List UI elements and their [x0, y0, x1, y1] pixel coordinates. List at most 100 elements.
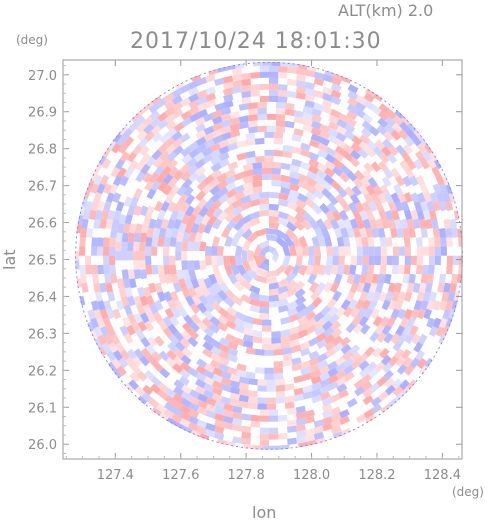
- radar-cell: [236, 363, 247, 372]
- radar-cell: [282, 144, 293, 153]
- radar-cell: [164, 227, 173, 238]
- radar-cell: [241, 84, 252, 92]
- radar-cell: [163, 255, 170, 266]
- radar-cell: [396, 227, 404, 238]
- radar-cell: [311, 264, 320, 276]
- radar-cell: [405, 128, 416, 140]
- radar-cell: [391, 122, 403, 134]
- radar-cell: [224, 289, 236, 301]
- radar-cell: [369, 282, 378, 294]
- radar-cell: [326, 298, 338, 310]
- radar-cell: [180, 170, 192, 182]
- x-tick-label: 127.4: [97, 468, 134, 483]
- radar-cell: [287, 194, 299, 205]
- radar-cell: [259, 439, 269, 446]
- radar-cell: [165, 144, 177, 155]
- radar-cell: [157, 209, 166, 221]
- radar-cell: [408, 273, 416, 284]
- radar-cell: [229, 110, 240, 119]
- radar-cell: [269, 300, 280, 308]
- radar-cell: [326, 245, 333, 256]
- radar-cell: [111, 358, 122, 369]
- radar-cell: [257, 397, 267, 404]
- radar-cell: [336, 218, 346, 230]
- radar-cell: [196, 76, 208, 86]
- radar-cell: [216, 321, 228, 332]
- radar-cell: [308, 281, 320, 294]
- radar-cell: [240, 214, 252, 225]
- radar-cell: [236, 152, 247, 161]
- radar-cell: [212, 122, 223, 132]
- radar-cell: [103, 334, 114, 346]
- radar-cell: [218, 357, 230, 367]
- radar-cell: [358, 315, 369, 327]
- radar-cell: [338, 246, 345, 256]
- radar-cell: [218, 281, 230, 294]
- radar-cell: [173, 122, 185, 133]
- radar-cell: [129, 278, 137, 289]
- radar-cell: [273, 149, 284, 157]
- radar-cell: [403, 264, 411, 275]
- radar-cell: [133, 269, 141, 280]
- radar-cell: [359, 209, 369, 221]
- radar-cell: [304, 415, 316, 424]
- radar-cell: [286, 201, 298, 211]
- radar-cell: [280, 162, 291, 171]
- radar-cell: [173, 348, 185, 360]
- radar-cell: [171, 406, 183, 417]
- radar-cell: [232, 86, 243, 94]
- radar-cell: [363, 408, 375, 419]
- radar-cell: [181, 322, 193, 334]
- radar-cell: [125, 356, 136, 368]
- radar-cell: [406, 218, 415, 229]
- radar-cell: [203, 174, 215, 185]
- radar-cell: [384, 123, 395, 135]
- radar-cell: [313, 419, 324, 428]
- radar-cell: [152, 157, 164, 168]
- radar-cell: [181, 260, 189, 271]
- radar-cell: [233, 280, 245, 292]
- radar-cell: [370, 104, 382, 115]
- radar-cell: [385, 236, 393, 247]
- radar-cell: [422, 264, 429, 275]
- radar-cell: [275, 396, 286, 404]
- radar-cell: [171, 94, 183, 105]
- radar-cell: [293, 375, 304, 384]
- radar-cell: [352, 210, 362, 221]
- radar-cell: [157, 180, 168, 192]
- radar-cell: [295, 411, 306, 420]
- radar-cell: [343, 364, 355, 375]
- radar-cell: [286, 300, 298, 311]
- radar-cell: [378, 291, 388, 303]
- radar-cell: [201, 317, 213, 328]
- radar-cell: [203, 112, 214, 122]
- radar-cell: [140, 336, 151, 348]
- radar-cell: [415, 237, 423, 247]
- radar-cell: [134, 115, 146, 126]
- radar-cell: [249, 298, 261, 307]
- radar-cell: [313, 311, 325, 323]
- radar-cell: [223, 409, 234, 418]
- radar-cell: [399, 317, 410, 328]
- radar-cell: [392, 246, 399, 256]
- radar-cell: [205, 397, 217, 407]
- radar-cell: [214, 400, 225, 410]
- radar-cell: [79, 264, 86, 275]
- radar-cell: [181, 178, 193, 190]
- radar-cell: [388, 355, 399, 367]
- radar-cell: [330, 218, 340, 230]
- radar-cell: [324, 160, 336, 171]
- radar-cell: [160, 201, 170, 212]
- radar-cell: [364, 346, 376, 357]
- radar-cell: [316, 218, 327, 230]
- radar-cell: [275, 264, 288, 276]
- radar-cell: [346, 227, 355, 238]
- radar-cell: [349, 193, 360, 205]
- radar-cell: [195, 123, 206, 133]
- radar-cell: [108, 342, 118, 354]
- radar-cell: [145, 295, 155, 307]
- radar-cell: [242, 340, 254, 349]
- radar-cell: [225, 175, 237, 185]
- radar-cell: [202, 348, 213, 358]
- radar-cell: [218, 363, 230, 373]
